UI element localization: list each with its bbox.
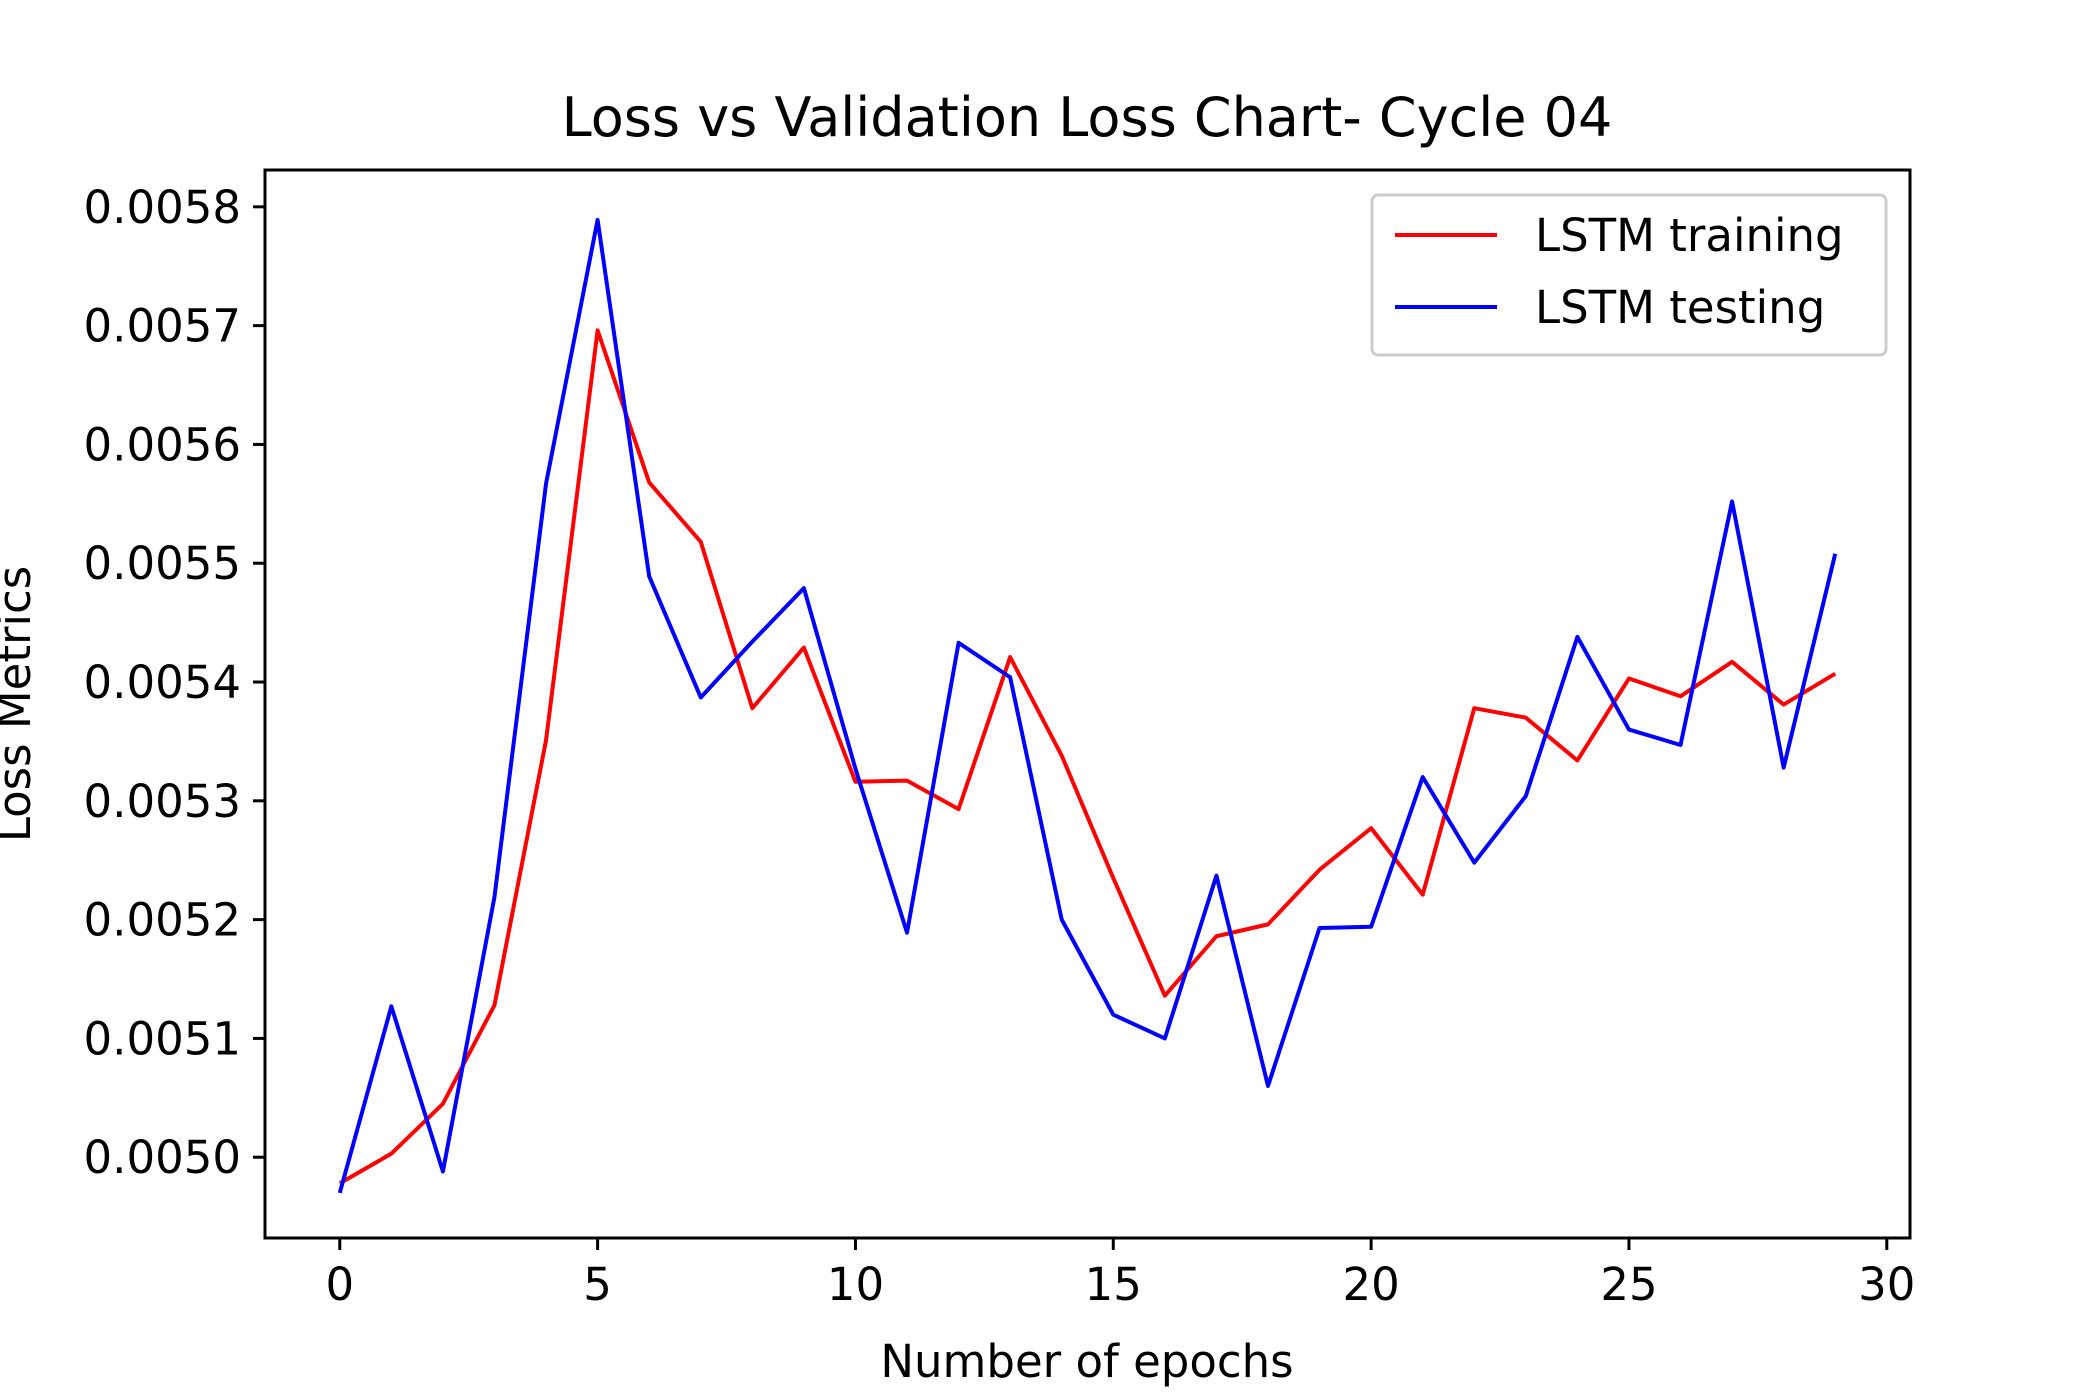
x-tick-label: 5 <box>583 1258 612 1311</box>
chart-title: Loss vs Validation Loss Chart- Cycle 04 <box>562 86 1613 149</box>
y-tick-label: 0.0052 <box>84 894 241 947</box>
legend-label-1: LSTM training <box>1535 209 1844 262</box>
y-tick-label: 0.0058 <box>84 181 241 234</box>
legend: LSTM training LSTM testing <box>1370 193 1888 357</box>
series-line-2 <box>337 217 1838 1194</box>
y-axis: 0.0050 0.0051 0.0052 0.0053 0.0054 0.0055 0.00… <box>84 181 265 1184</box>
x-tick-label: 0 <box>325 1258 354 1311</box>
x-axis-label: Number of epochs <box>880 1335 1293 1388</box>
x-tick-label: 30 <box>1858 1258 1915 1311</box>
series-layer <box>337 217 1838 1194</box>
x-tick-label: 25 <box>1600 1258 1657 1311</box>
y-axis-label: Loss Metrics <box>0 566 41 842</box>
x-tick-label: 10 <box>827 1258 884 1311</box>
y-tick-label: 0.0057 <box>84 300 241 353</box>
legend-label-2: LSTM testing <box>1535 281 1825 334</box>
y-tick-label: 0.0053 <box>84 775 241 828</box>
y-tick-label: 0.0050 <box>84 1131 241 1184</box>
plot-frame <box>263 168 1912 1240</box>
legend-box <box>1370 193 1888 357</box>
y-tick-label: 0.0051 <box>84 1012 241 1065</box>
x-tick-label: 20 <box>1342 1258 1399 1311</box>
series-line-1 <box>338 328 1837 1186</box>
x-axis: 0 5 10 15 20 25 30 <box>325 1238 1915 1311</box>
y-tick-label: 0.0056 <box>84 418 241 471</box>
x-tick-label: 15 <box>1085 1258 1142 1311</box>
y-tick-label: 0.0055 <box>84 537 241 590</box>
y-tick-label: 0.0054 <box>84 656 241 709</box>
